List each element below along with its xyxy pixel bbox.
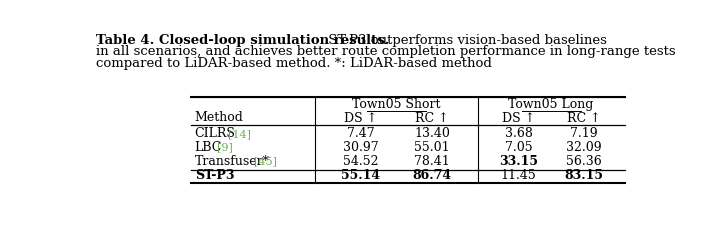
Text: in all scenarios, and achieves better route completion performance in long-range: in all scenarios, and achieves better ro… bbox=[96, 45, 676, 58]
Text: 32.09: 32.09 bbox=[566, 141, 601, 154]
Text: 86.74: 86.74 bbox=[413, 169, 451, 182]
Text: 78.41: 78.41 bbox=[414, 155, 450, 168]
Text: [14]: [14] bbox=[228, 129, 251, 139]
Text: 7.19: 7.19 bbox=[570, 127, 598, 140]
Text: 11.45: 11.45 bbox=[501, 169, 536, 182]
Text: 13.40: 13.40 bbox=[414, 127, 450, 140]
Text: 54.52: 54.52 bbox=[343, 155, 378, 168]
Text: LBC: LBC bbox=[194, 141, 222, 154]
Text: Town05 Long: Town05 Long bbox=[508, 98, 594, 111]
Text: ST-P3: ST-P3 bbox=[194, 169, 234, 182]
Text: DS ↑: DS ↑ bbox=[343, 112, 377, 125]
Text: RC ↑: RC ↑ bbox=[567, 112, 600, 125]
Text: 83.15: 83.15 bbox=[564, 169, 603, 182]
Text: 55.14: 55.14 bbox=[341, 169, 380, 182]
Text: CILRS: CILRS bbox=[194, 127, 235, 140]
Text: Table 4. Closed-loop simulation results.: Table 4. Closed-loop simulation results. bbox=[96, 33, 390, 47]
Text: DS ↑: DS ↑ bbox=[502, 112, 535, 125]
Text: 7.05: 7.05 bbox=[505, 141, 533, 154]
Text: ST-P3 outperforms vision-based baselines: ST-P3 outperforms vision-based baselines bbox=[323, 33, 606, 47]
Text: Method: Method bbox=[194, 111, 243, 123]
Text: 33.15: 33.15 bbox=[499, 155, 539, 168]
Text: 3.68: 3.68 bbox=[505, 127, 533, 140]
Text: 7.47: 7.47 bbox=[346, 127, 374, 140]
Text: 30.97: 30.97 bbox=[343, 141, 378, 154]
Text: Town05 Short: Town05 Short bbox=[352, 98, 441, 111]
Text: [45]: [45] bbox=[254, 156, 277, 167]
Text: 56.36: 56.36 bbox=[566, 155, 601, 168]
Text: compared to LiDAR-based method. *: LiDAR-based method: compared to LiDAR-based method. *: LiDAR… bbox=[96, 57, 492, 70]
Text: 55.01: 55.01 bbox=[414, 141, 450, 154]
Text: RC ↑: RC ↑ bbox=[415, 112, 449, 125]
Text: [9]: [9] bbox=[217, 143, 233, 153]
Text: Transfuser*: Transfuser* bbox=[194, 155, 269, 168]
